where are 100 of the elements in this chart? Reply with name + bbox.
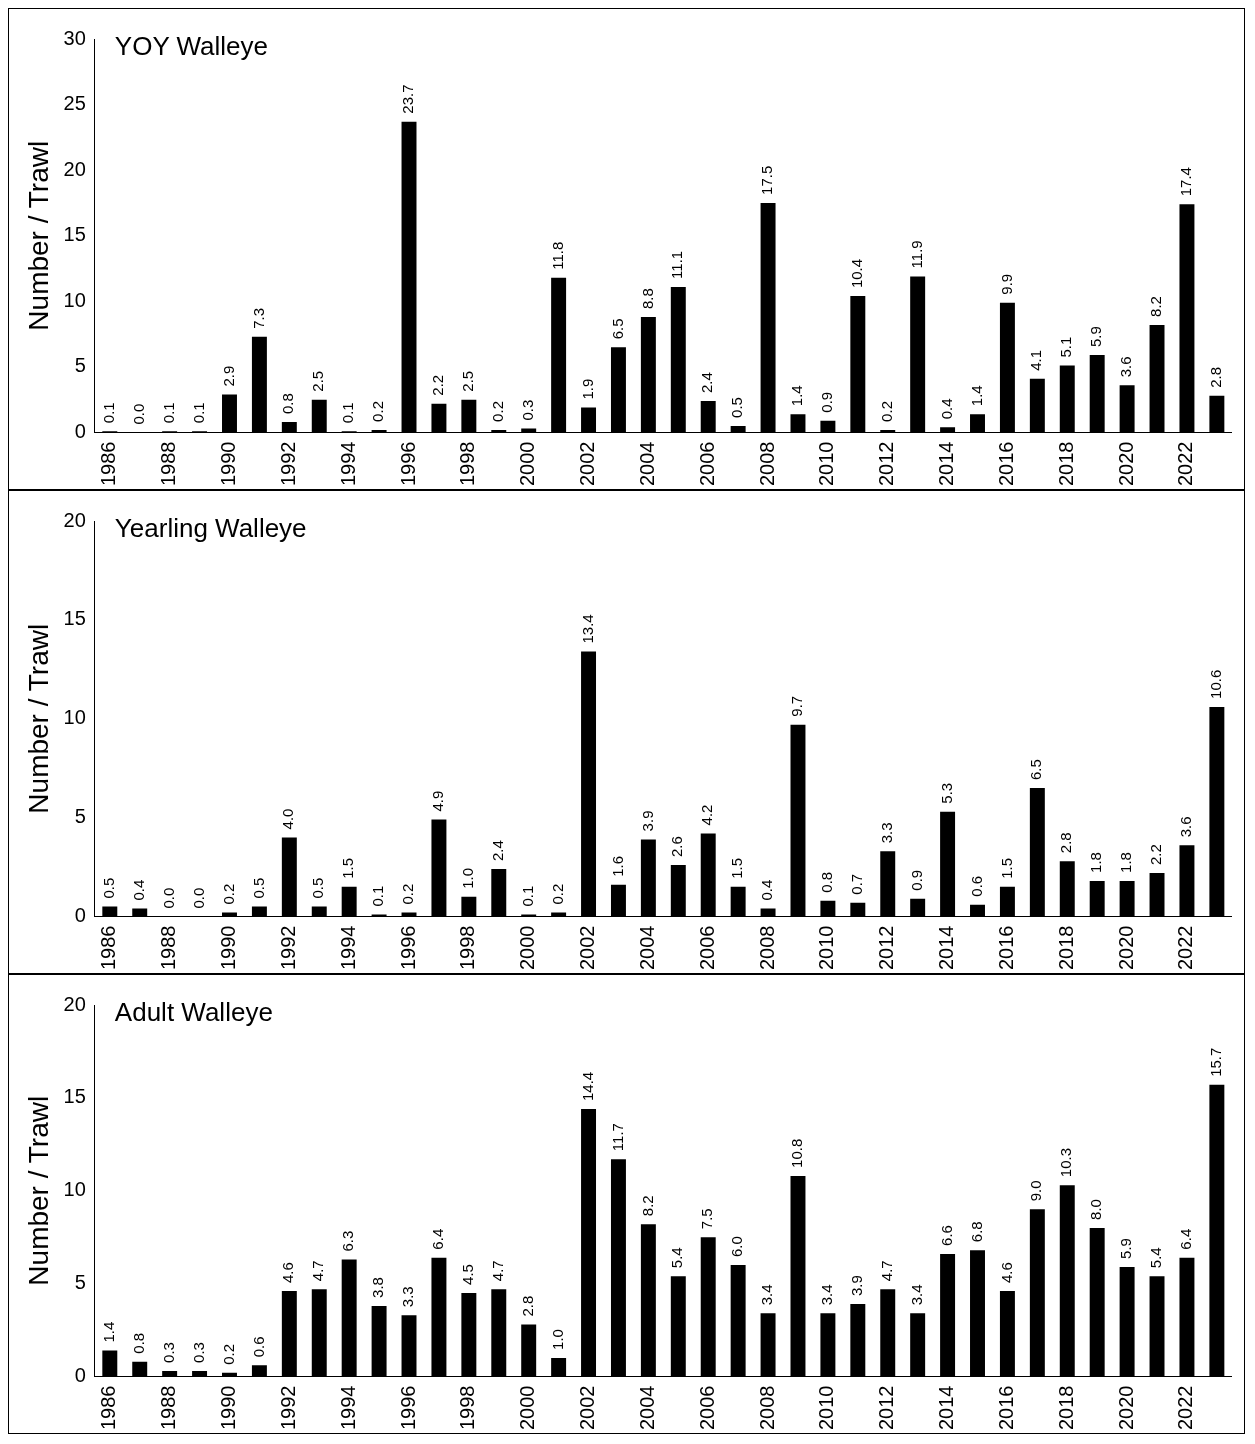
data-label: 1.8 [1117, 852, 1135, 873]
data-label: 0.0 [129, 403, 147, 425]
bar [1179, 204, 1195, 433]
data-label: 0.1 [339, 402, 357, 424]
bar [1029, 1209, 1045, 1377]
data-label: 5.3 [937, 782, 955, 804]
data-label: 0.4 [129, 879, 147, 901]
data-label: 0.5 [728, 397, 746, 418]
bar [999, 1291, 1015, 1377]
data-label: 4.5 [458, 1264, 476, 1285]
data-label: 0.1 [99, 402, 117, 424]
data-label: 6.4 [429, 1228, 447, 1250]
data-label: 0.2 [399, 883, 417, 905]
data-label: 2.4 [488, 840, 506, 862]
x-tick-label: 1994 [336, 925, 359, 971]
data-label: 13.4 [578, 614, 596, 644]
x-tick-label: 1990 [217, 441, 239, 487]
data-label: 6.5 [608, 318, 626, 340]
bar [102, 1350, 118, 1377]
data-label: 5.9 [1087, 326, 1105, 348]
bar [910, 898, 926, 917]
data-label: 9.9 [997, 273, 1015, 295]
data-label: 11.1 [668, 250, 686, 279]
bar [102, 906, 118, 917]
bar [820, 1313, 836, 1377]
data-label: 0.7 [847, 873, 865, 895]
bar [970, 1250, 985, 1377]
bar [192, 1370, 208, 1377]
data-label: 1.0 [458, 867, 476, 889]
bar [730, 1265, 746, 1377]
data-label: 6.0 [728, 1236, 746, 1258]
x-tick-label: 2014 [935, 1385, 958, 1431]
x-tick-label: 2020 [1114, 1385, 1137, 1431]
data-label: 23.7 [399, 84, 417, 114]
y-tick-label: 0 [74, 904, 86, 927]
x-tick-label: 2020 [1114, 441, 1137, 487]
data-label: 6.6 [937, 1225, 955, 1246]
y-tick-label: 10 [63, 288, 86, 311]
x-tick-label: 2014 [935, 441, 958, 487]
x-tick-label: 2004 [635, 1385, 658, 1431]
bar [790, 724, 806, 917]
data-label: 10.3 [1057, 1147, 1075, 1178]
bar [760, 202, 776, 433]
data-label: 2.4 [698, 372, 716, 394]
data-label: 14.4 [578, 1071, 596, 1102]
data-label: 3.4 [758, 1284, 776, 1306]
data-label: 1.6 [608, 856, 626, 877]
y-axis-title: Number / Trawl [22, 623, 54, 814]
data-label: 0.2 [369, 401, 387, 422]
data-label: 2.8 [1207, 366, 1225, 388]
x-tick-label: 1992 [276, 441, 299, 487]
data-label: 3.6 [1177, 816, 1195, 838]
bar [491, 869, 507, 917]
y-tick-label: 5 [74, 1271, 86, 1294]
x-tick-label: 2016 [994, 1385, 1017, 1431]
y-tick-label: 0 [74, 420, 86, 443]
y-tick-label: 15 [63, 607, 86, 630]
bar [1149, 1276, 1165, 1377]
data-label: 0.1 [369, 885, 387, 907]
y-tick-label: 10 [63, 706, 86, 729]
data-label: 8.2 [638, 1195, 656, 1217]
data-label: 1.9 [578, 378, 596, 400]
data-label: 0.5 [309, 877, 327, 899]
bar [790, 1175, 806, 1377]
bar [610, 884, 626, 917]
bar [401, 121, 417, 433]
data-label: 0.3 [518, 399, 536, 421]
data-label: 3.3 [399, 1286, 417, 1308]
bar [491, 1289, 507, 1377]
data-label: 2.8 [518, 1295, 536, 1317]
x-tick-label: 2012 [875, 441, 898, 487]
data-label: 0.2 [548, 883, 566, 905]
bar [341, 886, 357, 917]
bar [581, 1109, 597, 1377]
x-tick-label: 2008 [755, 925, 778, 971]
bar [1059, 365, 1075, 433]
data-label: 0.5 [99, 877, 117, 899]
chart-title: Yearling Walleye [114, 513, 307, 544]
x-tick-label: 2002 [576, 441, 599, 487]
data-label: 0.8 [279, 393, 297, 415]
data-label: 3.4 [818, 1284, 836, 1306]
x-tick-label: 2010 [815, 1385, 838, 1431]
data-label: 0.9 [818, 391, 836, 413]
x-tick-label: 2022 [1174, 925, 1197, 971]
bar [820, 420, 836, 433]
bar [670, 286, 686, 433]
x-tick-label: 2004 [635, 925, 658, 971]
data-label: 17.4 [1177, 167, 1195, 197]
x-tick-label: 2018 [1054, 441, 1077, 487]
data-label: 10.6 [1207, 669, 1225, 699]
bar [281, 837, 297, 917]
data-label: 4.1 [1027, 349, 1045, 371]
data-label: 3.8 [369, 1277, 387, 1298]
bar [999, 886, 1015, 917]
bar [820, 900, 836, 917]
x-tick-label: 2016 [994, 925, 1017, 971]
x-tick-label: 2000 [516, 441, 539, 487]
x-tick-label: 1986 [97, 441, 120, 487]
bar [850, 1304, 866, 1377]
bar [730, 425, 746, 433]
